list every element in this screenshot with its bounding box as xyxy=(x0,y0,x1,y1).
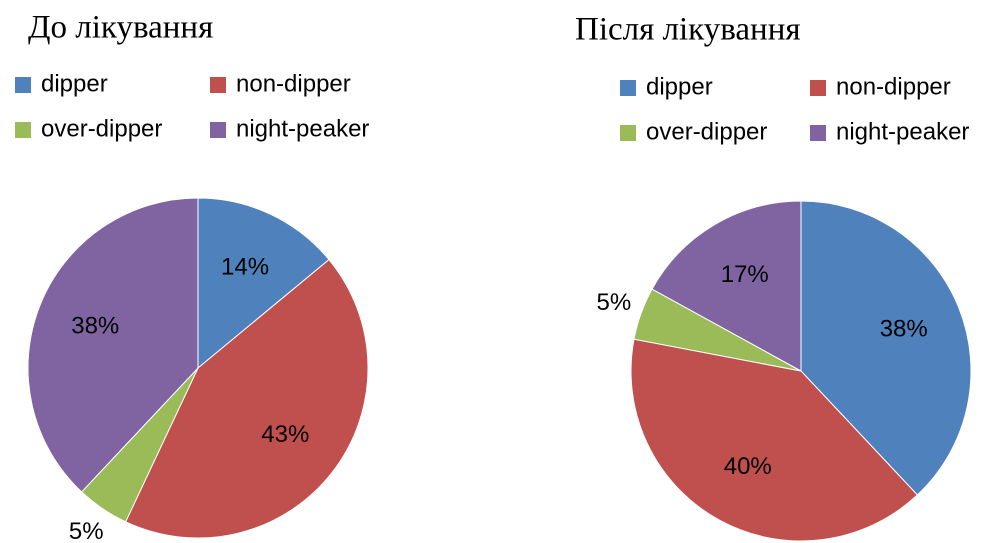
data-label: 38% xyxy=(71,313,119,340)
legend-label: dipper xyxy=(41,70,108,97)
legend-swatch xyxy=(15,77,31,93)
data-label: 14% xyxy=(221,253,269,280)
chart-title: До лікування xyxy=(28,10,213,46)
data-label: 5% xyxy=(69,518,104,543)
legend-swatch xyxy=(620,80,636,96)
data-label: 40% xyxy=(724,453,772,480)
data-label: 38% xyxy=(880,316,928,343)
chart-title: Після лікування xyxy=(575,12,801,48)
legend-label: night-peaker xyxy=(236,115,369,142)
pie-slice xyxy=(630,338,919,542)
legend-swatch xyxy=(620,125,636,141)
data-label: 5% xyxy=(597,289,632,316)
legend-swatch xyxy=(210,77,226,93)
legend-swatch xyxy=(810,80,826,96)
pie-slice xyxy=(124,258,369,539)
pie-slice xyxy=(27,197,199,493)
pie-slice xyxy=(800,200,972,496)
data-label: 43% xyxy=(261,421,309,448)
legend-swatch xyxy=(810,125,826,141)
pie-slice xyxy=(651,200,802,372)
legend-label: non-dipper xyxy=(836,73,951,100)
data-label: 17% xyxy=(721,261,769,288)
legend-label: over-dipper xyxy=(41,115,162,142)
pie-slice xyxy=(197,197,330,370)
legend-label: night-peaker xyxy=(836,118,969,145)
legend-label: dipper xyxy=(646,73,713,100)
legend-label: non-dipper xyxy=(236,70,351,97)
legend-swatch xyxy=(15,122,31,138)
legend-swatch xyxy=(210,122,226,138)
legend-label: over-dipper xyxy=(646,118,767,145)
